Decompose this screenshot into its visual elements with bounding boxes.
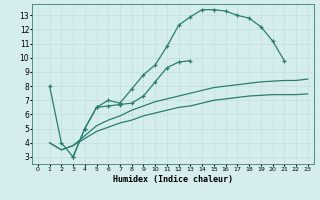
X-axis label: Humidex (Indice chaleur): Humidex (Indice chaleur)	[113, 175, 233, 184]
